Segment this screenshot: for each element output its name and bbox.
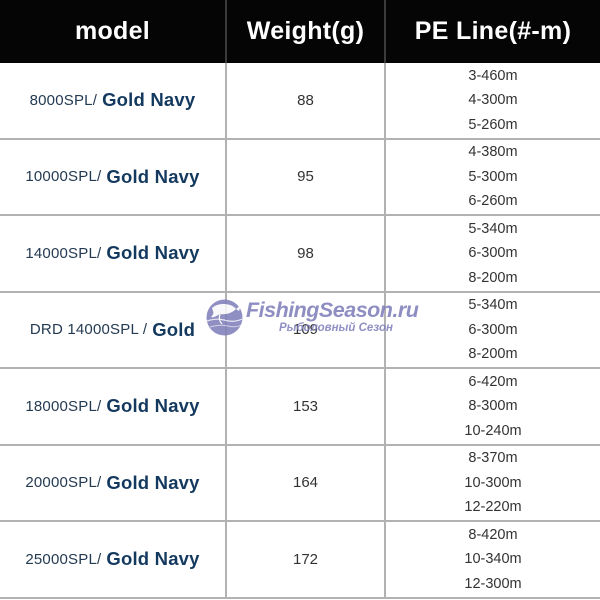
pe-line-value: 4-380m (468, 144, 518, 160)
table-row: 20000SPL/ Gold Navy 164 8-370m 10-300m 1… (0, 445, 600, 522)
model-variant: Gold Navy (102, 89, 196, 111)
pe-line-cell: 6-420m 8-300m 10-240m (386, 369, 600, 444)
model-cell: 18000SPL/ Gold Navy (0, 369, 227, 444)
pe-line-value: 8-370m (468, 450, 518, 466)
pe-line-value: 5-260m (468, 116, 518, 133)
pe-line-value: 3-460m (468, 67, 518, 84)
pe-line-value: 10-240m (464, 422, 522, 439)
table-row: 14000SPL/ Gold Navy 98 5-340m 6-300m 8-2… (0, 216, 600, 293)
pe-line-value: 8-420m (468, 526, 518, 543)
table-header-row: model Weight(g) PE Line(#-m) (0, 0, 600, 63)
model-variant: Gold Navy (106, 395, 200, 417)
model-cell: 8000SPL/ Gold Navy (0, 63, 227, 138)
model-variant: Gold Navy (106, 165, 200, 187)
pe-line-value: 8-300m (468, 398, 518, 414)
weight-cell: 98 (227, 216, 386, 291)
pe-line-cell: 5-340m 6-300m 8-200m (386, 216, 600, 291)
model-cell: 10000SPL/ Gold Navy (0, 139, 227, 214)
pe-line-value: 6-260m (468, 193, 518, 209)
table-row: 18000SPL/ Gold Navy 153 6-420m 8-300m 10… (0, 369, 600, 446)
pe-line-value: 6-300m (468, 321, 518, 338)
model-cell: 20000SPL/ Gold Navy (0, 445, 227, 520)
model-variant: Gold Navy (106, 242, 200, 264)
pe-line-value: 12-220m (464, 499, 522, 515)
table-row: 8000SPL/ Gold Navy 88 3-460m 4-300m 5-26… (0, 63, 600, 140)
pe-line-cell: 4-380m 5-300m 6-260m (386, 140, 600, 215)
weight-cell: 109 (227, 292, 386, 367)
pe-line-value: 6-420m (468, 373, 518, 390)
table-row: 10000SPL/ Gold Navy 95 4-380m 5-300m 6-2… (0, 139, 600, 216)
pe-line-value: 8-200m (468, 346, 518, 362)
table-body: 8000SPL/ Gold Navy 88 3-460m 4-300m 5-26… (0, 63, 600, 599)
weight-cell: 172 (227, 522, 386, 597)
model-variant: Gold Navy (106, 548, 200, 570)
column-header-pe-line: PE Line(#-m) (414, 17, 572, 45)
pe-line-cell: 8-370m 10-300m 12-220m (386, 446, 600, 521)
pe-line-value: 12-300m (464, 575, 522, 592)
model-number: 10000SPL/ (25, 168, 102, 186)
model-number: 8000SPL/ (29, 91, 98, 109)
model-number: DRD 14000SPL / (29, 321, 148, 339)
weight-cell: 95 (227, 139, 386, 214)
column-header-weight: Weight(g) (227, 0, 386, 63)
model-variant: Gold (152, 318, 196, 340)
pe-line-value: 10-300m (464, 474, 522, 491)
table-row: 25000SPL/ Gold Navy 172 8-420m 10-340m 1… (0, 522, 600, 599)
pe-line-value: 5-340m (468, 297, 518, 313)
model-number: 18000SPL/ (25, 397, 102, 415)
pe-line-value: 5-340m (468, 220, 518, 237)
pe-line-value: 4-300m (468, 92, 518, 108)
weight-cell: 88 (227, 63, 386, 138)
model-number: 14000SPL/ (25, 244, 102, 262)
table-row: DRD 14000SPL / Gold 109 5-340m 6-300m 8-… (0, 292, 600, 369)
model-cell: 14000SPL/ Gold Navy (0, 216, 227, 291)
model-cell: 25000SPL/ Gold Navy (0, 522, 227, 597)
pe-line-cell: 5-340m 6-300m 8-200m (386, 293, 600, 368)
pe-line-value: 8-200m (468, 269, 518, 286)
weight-cell: 153 (227, 369, 386, 444)
model-number: 20000SPL/ (25, 474, 102, 492)
column-header-model: model (0, 0, 227, 63)
pe-line-value: 10-340m (464, 551, 522, 567)
model-variant: Gold Navy (106, 471, 200, 493)
weight-cell: 164 (227, 445, 386, 520)
pe-line-cell: 3-460m 4-300m 5-260m (386, 63, 600, 138)
model-number: 25000SPL/ (25, 550, 102, 568)
pe-line-cell: 8-420m 10-340m 12-300m (386, 522, 600, 597)
pe-line-value: 5-300m (468, 168, 518, 185)
pe-line-value: 6-300m (468, 245, 518, 261)
model-cell: DRD 14000SPL / Gold (0, 292, 227, 367)
